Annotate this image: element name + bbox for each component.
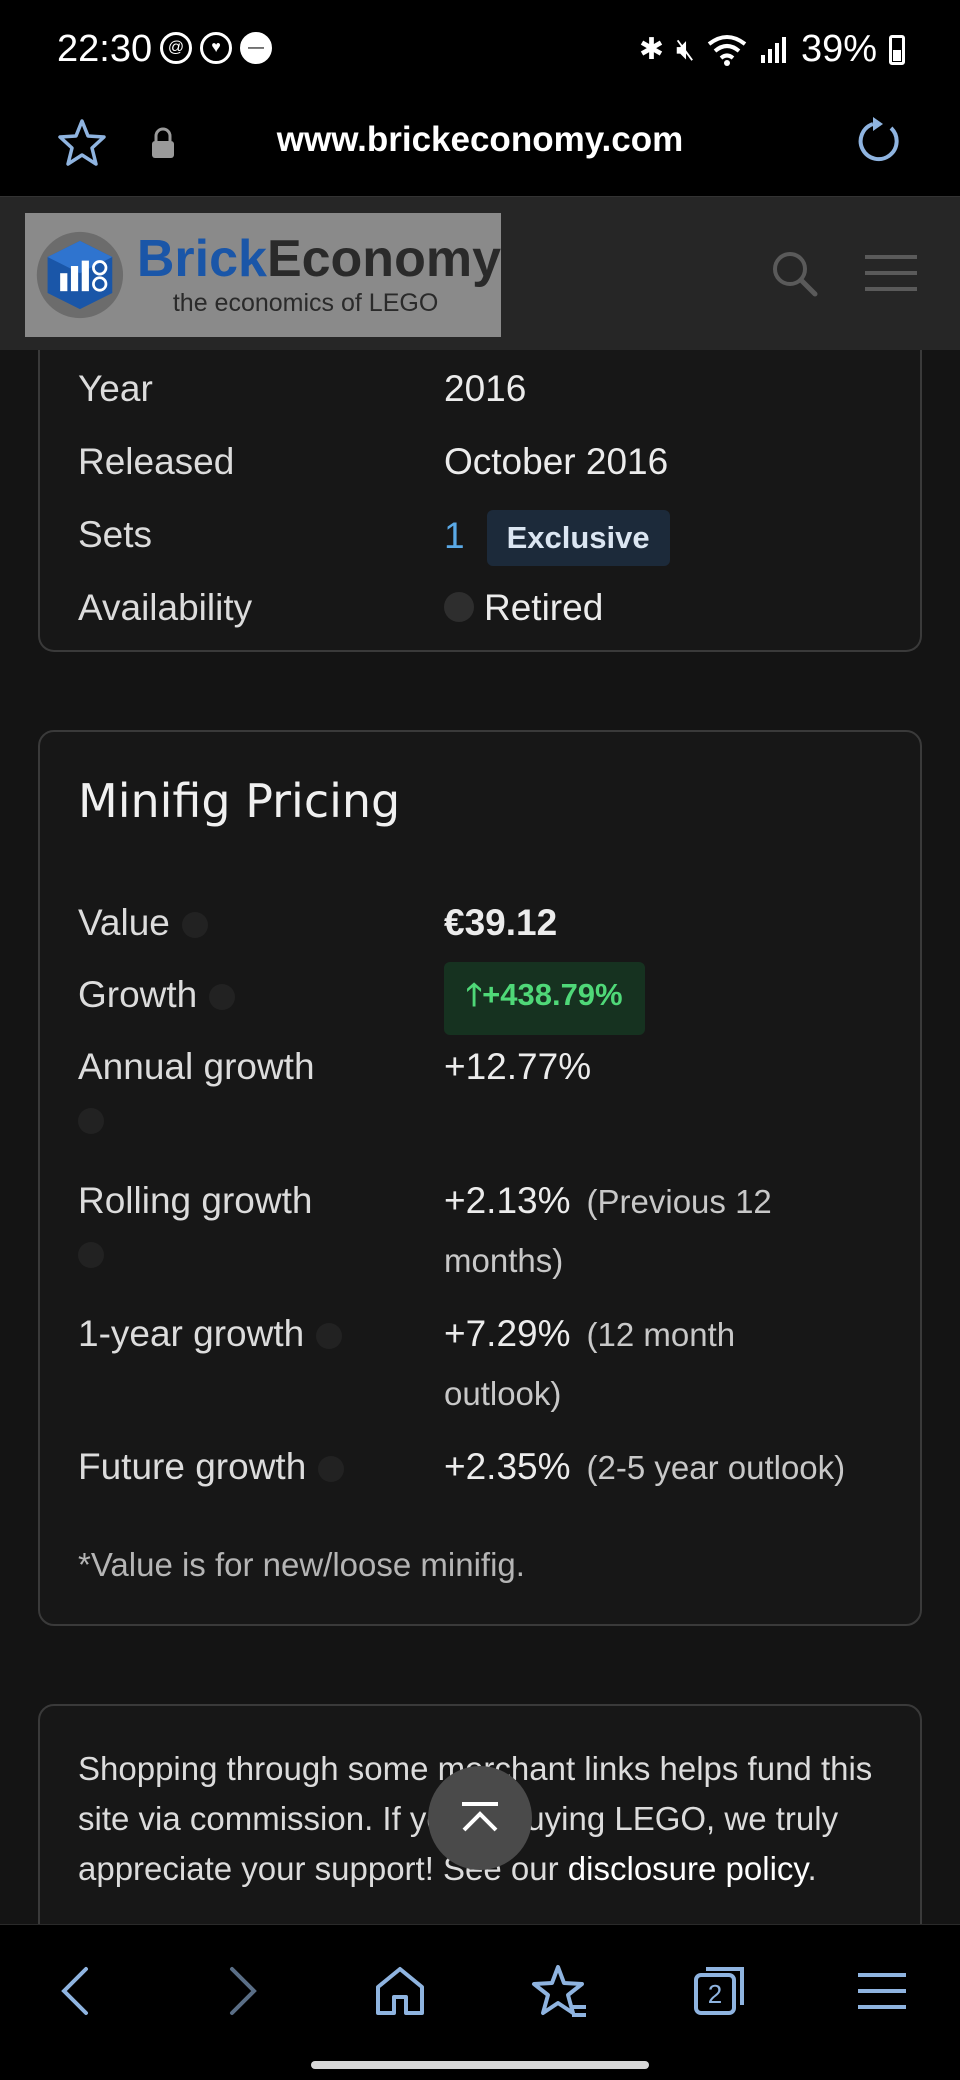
site-header: BrickEconomy the economics of LEGO <box>0 196 960 350</box>
pricing-footnote: *Value is for new/loose minifig. <box>78 1546 525 1583</box>
scroll-to-top-button[interactable] <box>428 1766 532 1870</box>
info-icon[interactable] <box>78 1108 104 1135</box>
info-icon[interactable] <box>181 912 208 939</box>
chevron-up-icon <box>462 1802 498 1832</box>
heart-app-icon: ♥ <box>200 32 232 64</box>
home-icon[interactable] <box>370 1961 430 2021</box>
menu-icon[interactable] <box>852 1961 912 2021</box>
bookmark-star-icon[interactable] <box>55 116 109 170</box>
sets-label: Sets <box>78 514 153 555</box>
value-label: Value <box>78 902 208 944</box>
battery-icon <box>889 34 905 65</box>
tab-count: 2 <box>708 1979 722 2009</box>
home-indicator[interactable] <box>311 2061 649 2069</box>
future-note: (2-5 year outlook) <box>586 1449 846 1486</box>
signal-icon <box>760 36 786 63</box>
minifig-details-card: Year 2016 Released October 2016 Sets 1 Ex… <box>38 350 922 652</box>
brick-logo-icon <box>36 231 124 319</box>
clock-icon <box>444 592 474 623</box>
page-content: Year 2016 Released October 2016 Sets 1 Ex… <box>0 350 960 1924</box>
status-time: 22:30 <box>57 28 153 70</box>
browser-url-bar: www.brickeconomy.com <box>0 100 960 196</box>
info-icon[interactable] <box>318 1456 345 1483</box>
growth-value: 🡑+438.79% <box>444 962 645 1035</box>
pricing-title: Minifig Pricing <box>78 774 401 828</box>
do-not-disturb-icon: — <box>240 32 272 64</box>
value-amount: €39.12 <box>444 902 558 943</box>
wifi-icon <box>707 34 747 66</box>
info-icon[interactable] <box>78 1242 104 1269</box>
year-label: Year <box>78 368 153 409</box>
annual-growth-label: Annual growth <box>78 1046 315 1135</box>
reload-icon[interactable] <box>851 114 905 168</box>
tabs-icon[interactable]: 2 <box>690 1961 750 2021</box>
search-icon[interactable] <box>770 249 820 299</box>
sets-value: 1 Exclusive <box>444 510 670 566</box>
one-year-growth-value: +7.29% (12 month <box>444 1313 736 1354</box>
disclosure-policy-link[interactable]: disclosure policy <box>567 1850 808 1887</box>
url-address[interactable]: www.brickeconomy.com <box>276 120 684 159</box>
logo-tagline: the economics of LEGO <box>172 288 439 317</box>
released-value: October 2016 <box>444 441 669 482</box>
future-growth-label: Future growth <box>78 1446 345 1488</box>
rolling-growth-value: +2.13% (Previous 12 <box>444 1180 772 1221</box>
bluetooth-icon: ✱ <box>638 33 665 66</box>
logo-name: BrickEconomy <box>136 229 501 288</box>
availability-value: Retired <box>444 587 603 629</box>
forward-icon[interactable] <box>210 1961 270 2021</box>
rolling-note-cont: months) <box>444 1242 564 1279</box>
rolling-growth-label: Rolling growth <box>78 1180 312 1269</box>
status-right-icons: ✱ 🔇︎ 39% <box>639 28 905 71</box>
minifig-pricing-card: Minifig Pricing Value €39.12 Growth 🡑+43… <box>38 730 922 1626</box>
released-label: Released <box>78 441 235 482</box>
lock-icon[interactable] <box>148 126 178 160</box>
arrow-up-icon: 🡑 <box>466 977 483 1012</box>
mute-icon: 🔇︎ <box>676 32 695 66</box>
annual-growth-value: +12.77% <box>444 1046 592 1087</box>
info-icon[interactable] <box>316 1323 343 1350</box>
status-bar: 22:30 @ ♥ — ✱ 🔇︎ 39% <box>0 0 960 100</box>
growth-badge: 🡑+438.79% <box>444 962 645 1035</box>
bookmarks-star-icon[interactable] <box>530 1961 590 2021</box>
sets-count-link[interactable]: 1 <box>444 514 465 556</box>
growth-label: Growth <box>78 974 236 1016</box>
battery-percent: 39% <box>800 28 877 70</box>
exclusive-badge: Exclusive <box>486 510 670 566</box>
back-icon[interactable] <box>48 1961 108 2021</box>
future-growth-value: +2.35% (2-5 year outlook) <box>444 1446 846 1487</box>
logo-text: BrickEconomy the economics of LEGO <box>137 233 501 318</box>
rolling-note: (Previous 12 <box>586 1183 772 1220</box>
one-year-note-cont: outlook) <box>444 1375 562 1412</box>
one-year-growth-label: 1-year growth <box>78 1313 343 1355</box>
one-year-note: (12 month <box>586 1316 736 1353</box>
availability-text: Retired <box>484 587 604 628</box>
availability-label: Availability <box>78 587 253 628</box>
info-icon[interactable] <box>209 984 236 1011</box>
year-value: 2016 <box>444 368 527 409</box>
status-notification-icons: @ ♥ — <box>160 32 272 64</box>
hamburger-menu-icon[interactable] <box>865 253 917 293</box>
browser-bottom-nav: 2 <box>0 1924 960 2080</box>
site-logo[interactable]: BrickEconomy the economics of LEGO <box>25 213 501 337</box>
threads-icon: @ <box>160 32 192 64</box>
